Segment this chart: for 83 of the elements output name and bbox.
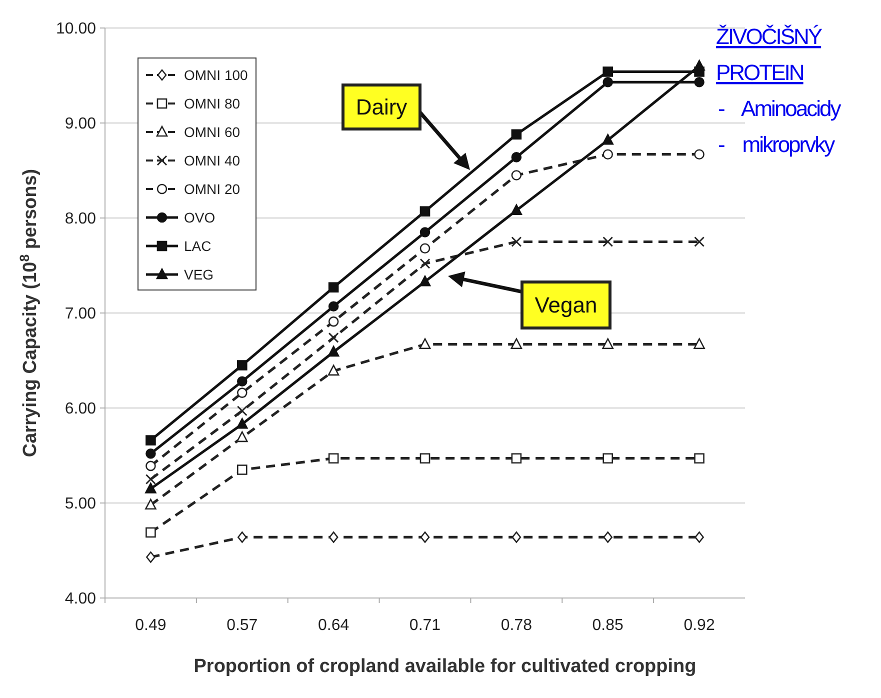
point: [236, 464, 248, 475]
annotation: - mikroprvky: [718, 132, 836, 157]
y-tick-label: 4.00: [64, 590, 96, 608]
point: [694, 60, 705, 71]
y-tick-label: 8.00: [64, 210, 96, 228]
legend-label: OMNI 20: [184, 180, 240, 197]
point: [236, 388, 248, 398]
point: [602, 134, 614, 145]
point: [146, 435, 156, 446]
point: [145, 482, 156, 494]
point: [694, 149, 704, 160]
y-tick-label: 6.00: [64, 400, 96, 418]
y-tick-label: 5.00: [64, 496, 96, 513]
point: [694, 453, 704, 464]
point: [146, 448, 156, 459]
point: [602, 236, 614, 247]
point: [511, 170, 522, 180]
x-tick-label: 0.78: [500, 617, 532, 634]
point: [420, 206, 430, 216]
annotation: Vegan: [534, 292, 598, 318]
annotation: - Aminoacidy: [718, 96, 842, 121]
point: [511, 453, 522, 464]
legend-label: OMNI 60: [184, 124, 240, 140]
y-tick-label: 9.00: [64, 116, 96, 133]
x-tick-label: 0.92: [684, 617, 715, 634]
point: [694, 532, 704, 543]
point: [328, 346, 340, 357]
legend-label: OVO: [184, 209, 216, 226]
point: [236, 431, 248, 442]
y-tick-label: 7.00: [64, 306, 96, 323]
point: [420, 453, 430, 464]
point: [511, 236, 522, 247]
legend-label: VEG: [184, 266, 214, 282]
y-tick-label: 10.00: [56, 20, 96, 38]
point: [694, 338, 705, 349]
point: [602, 453, 614, 464]
point: [146, 552, 156, 563]
annotation: Dairy: [356, 94, 408, 120]
point: [694, 236, 705, 247]
point: [602, 77, 614, 88]
point: [420, 227, 430, 238]
point: [328, 282, 339, 292]
annotation: ŽIVOČIŠNÝ PROTEIN: [716, 24, 823, 85]
point: [510, 204, 522, 216]
point: [602, 338, 614, 349]
point: [145, 474, 156, 484]
point: [236, 376, 248, 387]
point: [328, 453, 339, 464]
point: [420, 532, 430, 543]
legend-label: OMNI 80: [184, 95, 240, 112]
point: [236, 418, 248, 429]
x-tick-label: 0.85: [592, 617, 624, 634]
x-tick-label: 0.57: [226, 617, 258, 634]
legend-label: LAC: [184, 238, 212, 254]
point: [237, 532, 247, 543]
x-axis-title: Proportion of cropland available for cultivated cropping: [194, 656, 696, 677]
legend-label: OMNI 100: [184, 66, 248, 83]
point: [511, 129, 522, 140]
x-tick-label: 0.49: [135, 617, 166, 634]
point: [510, 338, 522, 349]
point: [420, 243, 430, 254]
point: [602, 66, 614, 77]
point: [328, 332, 339, 343]
point: [236, 360, 248, 370]
point: [419, 276, 431, 286]
point: [328, 301, 339, 312]
point: [694, 77, 704, 88]
point: [236, 406, 248, 416]
point: [146, 527, 156, 538]
point: [328, 532, 338, 543]
x-tick-label: 0.71: [409, 617, 441, 634]
point: [511, 152, 522, 162]
x-tick-label: 0.64: [318, 617, 350, 634]
point: [145, 498, 156, 510]
point: [420, 258, 430, 269]
point: [602, 149, 614, 160]
point: [419, 338, 431, 349]
point: [328, 316, 339, 327]
point: [328, 364, 340, 376]
point: [512, 532, 522, 543]
point: [603, 532, 613, 543]
point: [146, 460, 156, 472]
legend-label: OMNI 40: [184, 152, 240, 168]
